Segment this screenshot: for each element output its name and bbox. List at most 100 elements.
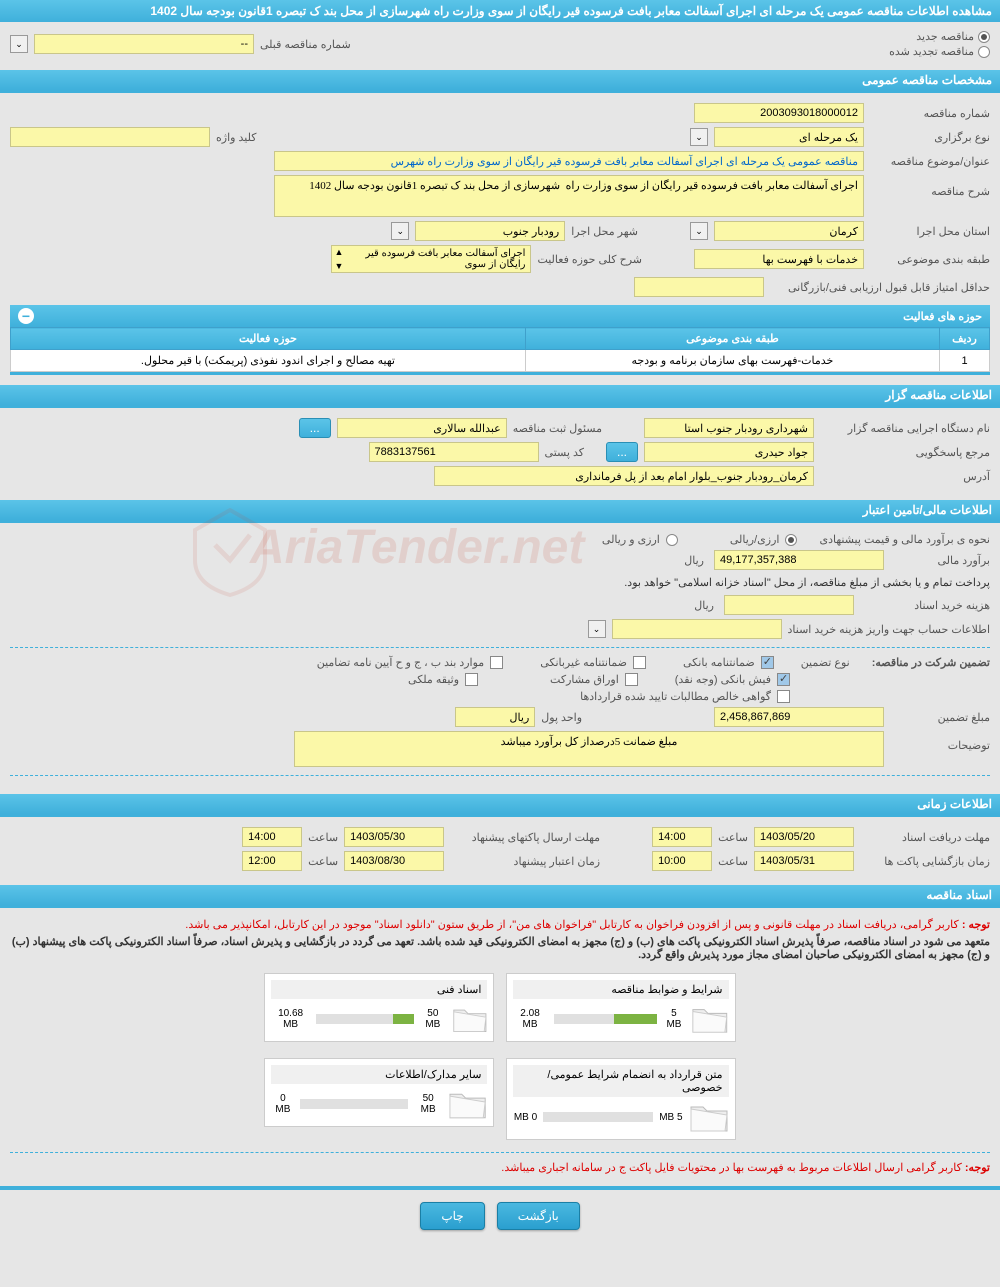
section-header-timing: اطلاعات زمانی — [0, 794, 1000, 814]
collapse-icon[interactable]: − — [18, 308, 34, 324]
col-row-no: ردیف — [940, 328, 990, 350]
radio-renewed-tender[interactable] — [978, 46, 990, 58]
province-value: کرمان — [829, 225, 858, 238]
label-doc-fee: هزینه خرید اسناد — [860, 599, 990, 612]
label-validity: زمان اعتبار پیشنهاد — [450, 855, 600, 868]
folder-icon — [689, 1101, 729, 1133]
field-packets-date: 1403/05/30 — [344, 827, 444, 847]
dropdown-holding-type[interactable]: یک مرحله ای — [714, 127, 864, 147]
label-time-3: ساعت — [718, 855, 748, 868]
label-prev-tender-no: شماره مناقصه قبلی — [260, 38, 351, 51]
doc-size: 0 MB — [271, 1093, 294, 1115]
label-address: آدرس — [820, 470, 990, 483]
label-receive-deadline: مهلت دریافت اسناد — [860, 831, 990, 844]
page-main-title: مشاهده اطلاعات مناقصه عمومی یک مرحله ای … — [0, 0, 1000, 22]
label-contact: مرجع پاسخگویی — [820, 446, 990, 459]
doc-size: 10.68 MB — [271, 1008, 309, 1030]
field-reg-officer: عبدالله سالاری — [337, 418, 507, 438]
chk-nonbank-guarantee[interactable] — [633, 656, 646, 669]
input-keyword[interactable] — [10, 127, 210, 147]
docs-note1-prefix: توجه : — [959, 919, 990, 931]
label-category: طبقه بندی موضوعی — [870, 253, 990, 266]
field-postal: 7883137561 — [369, 442, 539, 462]
progress-fill — [614, 1014, 657, 1024]
field-opening-time: 10:00 — [652, 851, 712, 871]
divider — [10, 647, 990, 648]
doc-size: 2.08 MB — [513, 1008, 548, 1030]
label-postal: کد پستی — [545, 446, 584, 459]
input-min-score[interactable] — [634, 277, 764, 297]
docs-note1: کاربر گرامی، دریافت اسناد در مهلت قانونی… — [185, 919, 959, 931]
field-validity-date: 1403/08/30 — [344, 851, 444, 871]
doc-title: اسناد فنی — [271, 980, 487, 999]
field-activity-desc: اجرای آسفالت معابر بافت فرسوده قیر رایگا… — [331, 245, 531, 273]
financial-note1: پرداخت تمام و یا بخشی از مبلغ مناقصه، از… — [10, 576, 990, 589]
chevron-down-icon[interactable]: ⌄ — [391, 222, 409, 240]
chk-bonds[interactable] — [625, 673, 638, 686]
label-chk-nonbank: ضمانتنامه غیربانکی — [540, 656, 627, 669]
chevron-down-icon[interactable]: ⌄ — [588, 620, 606, 638]
unit-rial-2: ریال — [694, 599, 714, 612]
chevron-down-icon[interactable]: ⌄ — [690, 128, 708, 146]
field-guarantee-amount: 2,458,867,869 — [714, 707, 884, 727]
field-money-unit: ریال — [455, 707, 535, 727]
label-currency-mixed: ارزی و ریالی — [602, 533, 660, 546]
more-button-contact[interactable]: ... — [606, 442, 638, 462]
activity-table: ردیف طبقه بندی موضوعی حوزه فعالیت 1 خدما… — [10, 327, 990, 372]
doc-title: سایر مدارک/اطلاعات — [271, 1065, 487, 1084]
progress-bar — [543, 1112, 653, 1122]
dropdown-city[interactable]: رودبار جنوب — [415, 221, 565, 241]
chk-bylaw[interactable] — [490, 656, 503, 669]
label-money-unit: واحد پول — [541, 711, 582, 724]
folder-icon — [452, 1003, 488, 1035]
field-estimate: 49,177,357,388 — [714, 550, 884, 570]
field-receive-time: 14:00 — [652, 827, 712, 847]
radio-mixed[interactable] — [666, 534, 678, 546]
textarea-description[interactable] — [274, 175, 864, 217]
textarea-guarantee-note[interactable] — [294, 731, 884, 767]
section-header-holder: اطلاعات مناقصه گزار — [0, 385, 1000, 405]
doc-box-other[interactable]: سایر مدارک/اطلاعات 50 MB 0 MB — [264, 1058, 494, 1127]
print-button[interactable]: چاپ — [420, 1202, 484, 1230]
chk-receivables[interactable] — [777, 690, 790, 703]
field-opening-date: 1403/05/31 — [754, 851, 854, 871]
dropdown-account[interactable] — [612, 619, 782, 639]
folder-icon — [691, 1003, 729, 1035]
field-validity-time: 12:00 — [242, 851, 302, 871]
label-description: شرح مناقصه — [870, 175, 990, 198]
scroll-down-icon[interactable]: ▼ — [334, 261, 343, 271]
chk-bank-receipt[interactable] — [777, 673, 790, 686]
doc-box-technical[interactable]: اسناد فنی 50 MB 10.68 MB — [264, 973, 494, 1042]
field-tender-no: 2003093018000012 — [694, 103, 864, 123]
label-min-score: حداقل امتیاز قابل قبول ارزیابی فنی/بازرگ… — [770, 281, 990, 294]
radio-new-tender[interactable] — [978, 31, 990, 43]
radio-rial[interactable] — [785, 534, 797, 546]
label-guarantee-type: نوع تضمین — [801, 656, 850, 669]
label-chk-receipt: فیش بانکی (وجه نقد) — [675, 673, 771, 686]
input-doc-fee[interactable] — [724, 595, 854, 615]
doc-box-contract[interactable]: متن قرارداد به انضمام شرایط عمومی/خصوصی … — [506, 1058, 736, 1140]
label-chk-bylaw: موارد بند ب ، ج و ح آیین نامه تضامین — [317, 656, 484, 669]
divider — [10, 1152, 990, 1153]
more-button-officer[interactable]: ... — [299, 418, 331, 438]
cell-row-no: 1 — [940, 350, 990, 372]
section-header-documents: اسناد مناقصه — [0, 885, 1000, 905]
doc-title: متن قرارداد به انضمام شرایط عمومی/خصوصی — [513, 1065, 729, 1097]
dropdown-prev-tender-no[interactable]: -- — [34, 34, 254, 54]
back-button[interactable]: بازگشت — [497, 1202, 580, 1230]
chk-bank-guarantee[interactable] — [761, 656, 774, 669]
section-header-financial: اطلاعات مالی/تامین اعتبار — [0, 500, 1000, 520]
doc-max: 5 MB — [663, 1008, 685, 1030]
doc-size: 0 MB — [514, 1112, 537, 1123]
chk-property[interactable] — [465, 673, 478, 686]
scroll-up-icon[interactable]: ▲ — [334, 247, 343, 257]
field-contact: جواد حیدری — [644, 442, 814, 462]
dropdown-category[interactable]: خدمات با فهرست بها — [694, 249, 864, 269]
chevron-down-icon[interactable]: ⌄ — [10, 35, 28, 53]
dropdown-province[interactable]: کرمان — [714, 221, 864, 241]
label-subject: عنوان/موضوع مناقصه — [870, 155, 990, 168]
doc-box-conditions[interactable]: شرایط و ضوابط مناقصه 5 MB 2.08 MB — [506, 973, 736, 1042]
doc-max: 5 MB — [659, 1112, 682, 1123]
doc-title: شرایط و ضوابط مناقصه — [513, 980, 729, 999]
chevron-down-icon[interactable]: ⌄ — [690, 222, 708, 240]
